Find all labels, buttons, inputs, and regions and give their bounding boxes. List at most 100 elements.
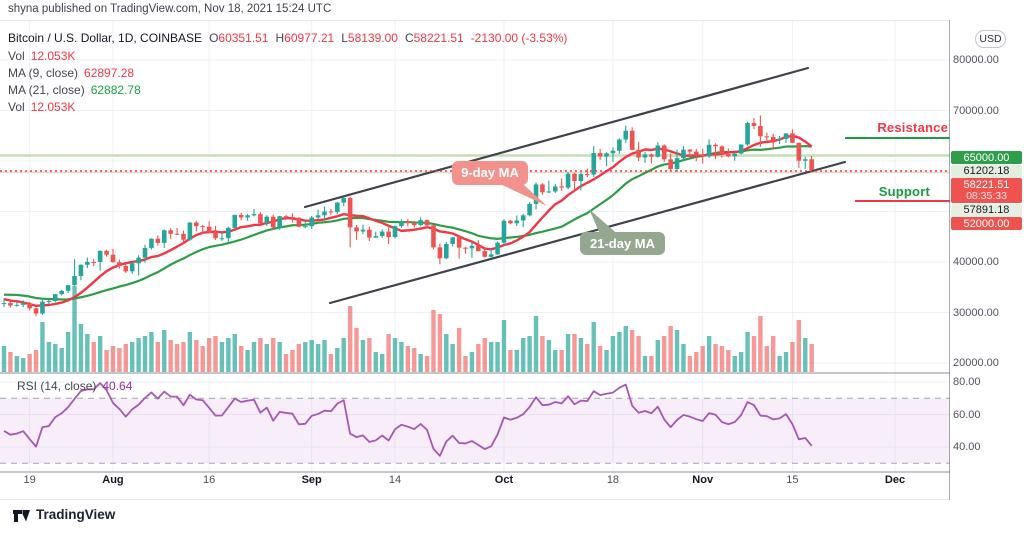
volume-bar bbox=[142, 336, 148, 372]
volume-bar bbox=[27, 354, 32, 372]
ma21-label: MA (21, close) bbox=[8, 83, 85, 97]
volume-bar bbox=[591, 322, 596, 372]
volume-legend-row[interactable]: Vol 12.053K bbox=[8, 49, 75, 63]
volume-bar bbox=[347, 306, 353, 372]
candle-body bbox=[238, 214, 244, 218]
candle-body bbox=[200, 226, 206, 228]
volume-bar bbox=[174, 344, 180, 372]
volume-bar bbox=[315, 344, 321, 372]
badge-price: 57891.18 bbox=[963, 204, 1010, 216]
candle-body bbox=[783, 133, 789, 139]
volume-bar bbox=[303, 342, 308, 372]
time-axis-tick[interactable]: 14 bbox=[388, 474, 402, 486]
price-axis-badge: 61202.18 bbox=[951, 164, 1022, 178]
time-axis-tick[interactable]: Nov bbox=[692, 474, 714, 486]
time-axis-tick[interactable]: Aug bbox=[102, 474, 124, 486]
channel-upper bbox=[303, 66, 810, 209]
candle-body bbox=[283, 216, 289, 218]
candle-body bbox=[322, 211, 327, 216]
time-axis-tick[interactable]: 18 bbox=[606, 474, 620, 486]
candle-body bbox=[399, 221, 404, 227]
candle-body bbox=[693, 151, 699, 155]
candle-body bbox=[482, 251, 488, 257]
volume-bar bbox=[149, 332, 154, 372]
volume-bar bbox=[527, 336, 532, 372]
candle-body bbox=[706, 144, 712, 157]
candle-body bbox=[78, 264, 84, 276]
volume-bar bbox=[790, 342, 795, 372]
volume-bar bbox=[187, 332, 193, 372]
ma21-callout: 21-day MA bbox=[580, 232, 665, 255]
volume-bar bbox=[226, 338, 231, 372]
volume-bar bbox=[642, 356, 648, 372]
volume-bar bbox=[463, 356, 468, 372]
time-axis-tick[interactable]: 16 bbox=[202, 474, 216, 486]
chart-canvas[interactable] bbox=[0, 20, 1024, 500]
time-axis-tick[interactable]: Dec bbox=[884, 474, 906, 486]
rsi-label: RSI (14, close) bbox=[17, 379, 97, 393]
candle-body bbox=[796, 142, 802, 161]
time-axis-tick[interactable]: Sep bbox=[301, 474, 322, 486]
volume-bar bbox=[123, 344, 128, 372]
ohlc-values: O60351.51 H60977.21 L58139.00 C58221.51 bbox=[202, 31, 464, 45]
candle-body bbox=[764, 136, 770, 138]
volume-bar bbox=[78, 324, 84, 372]
volume-bar bbox=[418, 354, 423, 372]
volume2-label: Vol bbox=[8, 100, 25, 114]
candle-body bbox=[14, 304, 20, 306]
volume-bar bbox=[1, 346, 7, 372]
volume-bar bbox=[514, 350, 519, 372]
ma21-legend-row[interactable]: MA (21, close) 62882.78 bbox=[8, 83, 141, 97]
volume-bar bbox=[251, 342, 257, 372]
volume-bar bbox=[450, 344, 455, 372]
volume-bar bbox=[758, 316, 763, 372]
symbol-legend-row[interactable]: Bitcoin / U.S. Dollar, 1D, COINBASE O6035… bbox=[8, 31, 567, 45]
footer-brand[interactable]: TradingView bbox=[13, 507, 115, 522]
candle-body bbox=[476, 245, 481, 252]
volume-bar bbox=[200, 346, 205, 372]
candle-body bbox=[20, 303, 26, 305]
rsi-legend-row[interactable]: RSI (14, close) 40.64 bbox=[17, 379, 132, 393]
candle-body bbox=[1, 303, 7, 305]
price-axis-badge: 58221.51 08:35:33 bbox=[951, 177, 1022, 203]
time-axis-tick[interactable]: 15 bbox=[786, 474, 799, 486]
volume-bar bbox=[341, 338, 346, 372]
volume-bar bbox=[354, 328, 359, 372]
time-axis-tick[interactable]: 19 bbox=[23, 474, 36, 486]
candle-body bbox=[52, 294, 58, 301]
candle-body bbox=[335, 202, 340, 212]
candle-body bbox=[168, 230, 173, 234]
volume-bar bbox=[97, 336, 103, 372]
candle-body bbox=[617, 139, 622, 151]
volume-bar bbox=[629, 330, 635, 372]
price-axis-tick: 30000.00 bbox=[953, 306, 999, 319]
candle-body bbox=[27, 303, 32, 309]
candle-body bbox=[540, 184, 545, 193]
volume-bar bbox=[65, 332, 71, 372]
volume-bar bbox=[796, 320, 802, 372]
candle-body bbox=[431, 225, 436, 248]
volume2-legend-row[interactable]: Vol 12.053K bbox=[8, 100, 75, 114]
volume-bar bbox=[245, 350, 250, 372]
candle-body bbox=[758, 125, 763, 137]
volume-bar bbox=[168, 340, 173, 372]
candle-body bbox=[661, 145, 667, 160]
candle-body bbox=[117, 262, 122, 267]
volume-bar bbox=[546, 340, 552, 372]
candle-body bbox=[149, 238, 154, 248]
currency-toggle-button[interactable]: USD bbox=[975, 30, 1006, 48]
ma9-legend-row[interactable]: MA (9, close) 62897.28 bbox=[8, 66, 134, 80]
price-axis[interactable] bbox=[950, 20, 1024, 500]
candle-body bbox=[719, 146, 725, 154]
volume-bar bbox=[437, 314, 443, 372]
volume-bar bbox=[681, 344, 686, 372]
candle-body bbox=[450, 237, 455, 244]
ma21-callout-tail bbox=[589, 209, 622, 238]
resistance-label: Resistance bbox=[877, 120, 948, 135]
time-axis-tick[interactable]: Oct bbox=[494, 474, 514, 486]
candle-body bbox=[251, 214, 257, 216]
candle-body bbox=[91, 261, 97, 263]
volume-bar bbox=[206, 338, 212, 372]
candle-body bbox=[655, 145, 661, 157]
